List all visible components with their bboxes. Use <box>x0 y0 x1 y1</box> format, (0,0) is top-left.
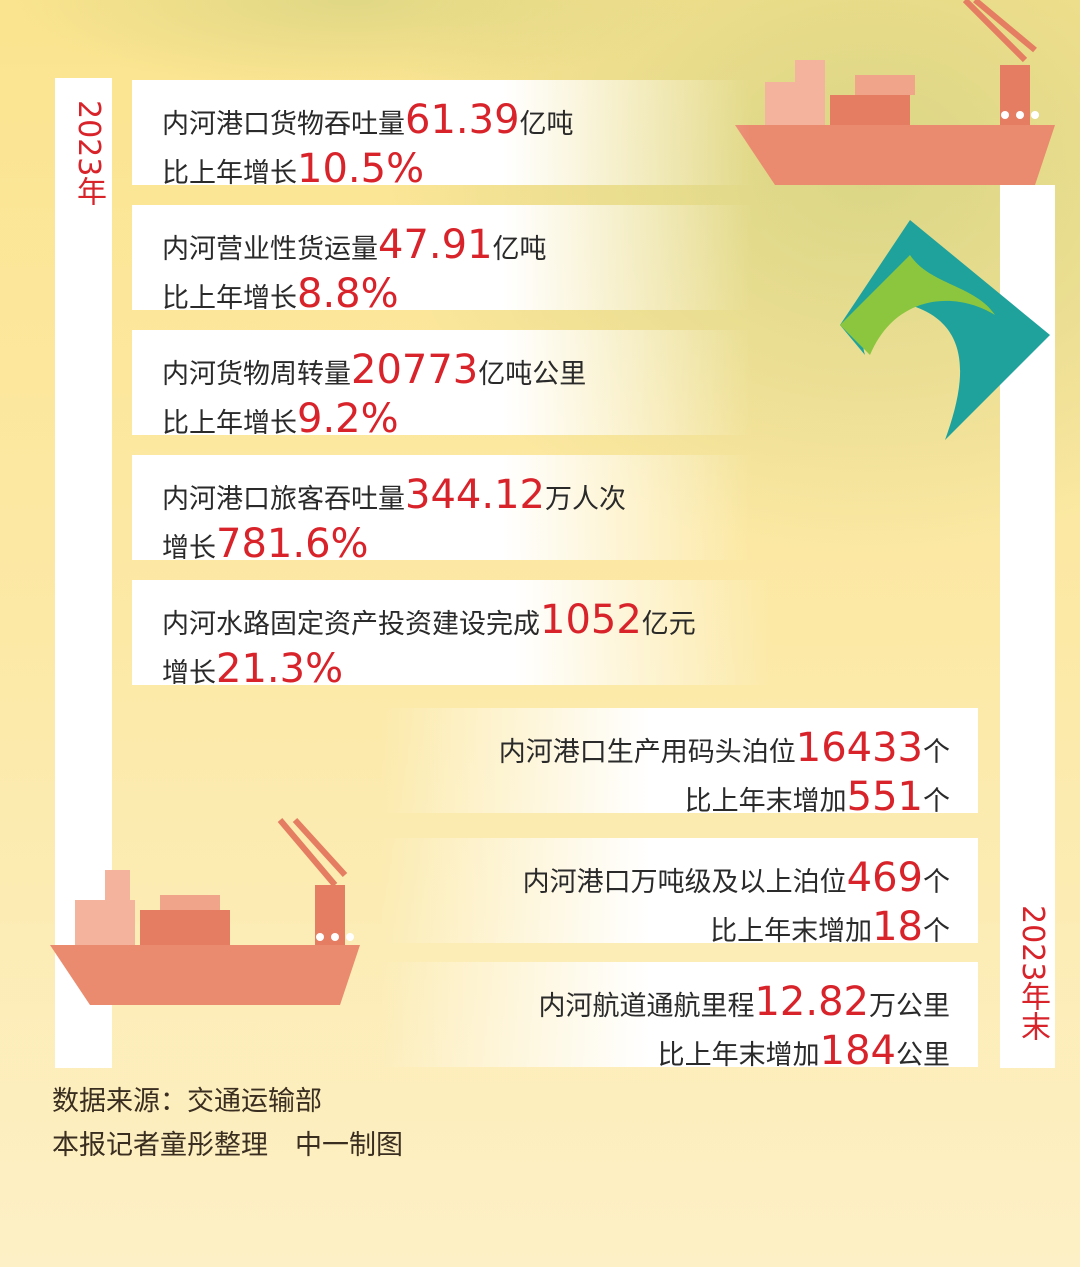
growth-value: 18 <box>872 904 923 950</box>
stat-unit: 个 <box>923 867 950 898</box>
stat-value: 344.12 <box>405 472 545 518</box>
stat-unit: 万公里 <box>869 991 950 1022</box>
stat-card: 内河港口旅客吞吐量344.12万人次 增长781.6% <box>132 455 752 566</box>
growth-label: 比上年末增加 <box>710 916 873 947</box>
growth-value: 10.5% <box>297 146 425 192</box>
stat-label: 内河港口旅客吞吐量 <box>162 484 405 515</box>
stat-unit: 个 <box>923 737 950 768</box>
stat-label: 内河营业性货运量 <box>162 234 378 265</box>
left-label: 2023年 <box>71 100 106 207</box>
stat-label: 内河货物周转量 <box>162 359 351 390</box>
stat-card: 内河港口万吨级及以上泊位469个 比上年末增加18个 <box>380 838 978 949</box>
stat-card: 内河水路固定资产投资建设完成1052亿元 增长21.3% <box>132 580 772 691</box>
growth-label: 比上年增长 <box>162 158 297 189</box>
growth-value: 21.3% <box>216 646 344 692</box>
growth-value: 8.8% <box>297 271 399 317</box>
stat-label: 内河航道通航里程 <box>538 991 755 1022</box>
stat-unit: 亿吨 <box>519 109 574 140</box>
growth-label: 比上年末增加 <box>657 1040 820 1071</box>
growth-label: 增长 <box>162 658 216 689</box>
stat-card: 内河营业性货运量47.91亿吨 比上年增长8.8% <box>132 205 752 316</box>
growth-label: 比上年增长 <box>162 283 297 314</box>
right-label: 2023年末 <box>1015 905 1050 1042</box>
stat-value: 12.82 <box>754 979 869 1025</box>
footer: 数据来源：交通运输部 本报记者童彤整理 中一制图 <box>52 1080 403 1168</box>
growth-value: 551 <box>846 774 923 820</box>
stat-value: 20773 <box>351 347 479 393</box>
stat-label: 内河港口生产用码头泊位 <box>498 737 796 768</box>
stat-value: 61.39 <box>405 97 520 143</box>
stat-label: 内河水路固定资产投资建设完成 <box>162 609 540 640</box>
growth-label: 比上年末增加 <box>684 786 847 817</box>
stat-label: 内河港口货物吞吐量 <box>162 109 405 140</box>
stat-unit: 万人次 <box>544 484 626 515</box>
growth-unit: 个 <box>923 786 950 817</box>
cargo-ship-icon <box>735 0 1055 185</box>
stat-label: 内河港口万吨级及以上泊位 <box>522 867 847 898</box>
growth-unit: 公里 <box>896 1040 950 1071</box>
stat-card: 内河港口货物吞吐量61.39亿吨 比上年增长10.5% <box>132 80 752 191</box>
stat-value: 16433 <box>795 725 923 771</box>
stat-card: 内河货物周转量20773亿吨公里 比上年增长9.2% <box>132 330 752 441</box>
logo-icon <box>840 220 1050 440</box>
stat-value: 469 <box>846 855 923 901</box>
growth-value: 184 <box>819 1028 896 1074</box>
growth-label: 增长 <box>162 533 216 564</box>
stat-unit: 亿元 <box>641 609 696 640</box>
growth-unit: 个 <box>923 916 950 947</box>
data-source: 数据来源：交通运输部 <box>52 1086 322 1117</box>
stat-unit: 亿吨公里 <box>478 359 587 390</box>
stat-unit: 亿吨 <box>492 234 547 265</box>
growth-value: 9.2% <box>297 396 399 442</box>
background-texture <box>0 0 700 90</box>
credit-line: 本报记者童彤整理 中一制图 <box>52 1130 403 1161</box>
stat-card: 内河航道通航里程12.82万公里 比上年末增加184公里 <box>380 962 978 1073</box>
stat-value: 1052 <box>540 597 642 643</box>
stat-value: 47.91 <box>378 222 493 268</box>
cargo-ship-icon <box>50 817 360 1005</box>
growth-value: 781.6% <box>216 521 369 567</box>
stat-card: 内河港口生产用码头泊位16433个 比上年末增加551个 <box>380 708 978 819</box>
growth-label: 比上年增长 <box>162 408 297 439</box>
